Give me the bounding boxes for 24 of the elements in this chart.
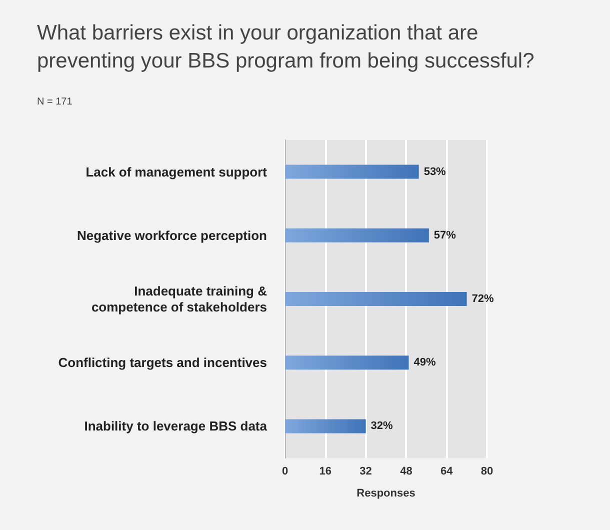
text: N = 171 [37, 96, 73, 108]
y-tick-label: Negative workforce perception [77, 228, 268, 243]
x-tick-label: 48 [400, 466, 412, 478]
bar [285, 419, 366, 434]
y-tick-label: Conflicting targets and incentives [58, 355, 267, 370]
data-label: 32% [370, 420, 394, 432]
x-tick-label: 0 [282, 466, 288, 478]
x-tick-label: 80 [480, 466, 494, 478]
bar [285, 228, 429, 242]
data-label: 49% [414, 356, 436, 369]
x-tick-label: 32 [360, 466, 372, 478]
bar [285, 292, 467, 306]
x-tick-label: 16 [319, 466, 332, 478]
bar [285, 164, 419, 179]
data-label: 72% [472, 293, 494, 305]
data-label: 57% [434, 229, 456, 242]
x-axis-title: Responses [356, 488, 416, 500]
data-label: 53% [424, 166, 446, 178]
chart-title: What barriers exist in your organization that are preventing your BBS program from being successful? [37, 22, 534, 72]
bar [285, 356, 409, 370]
y-tick-label: Inability to leverage BBS data [84, 418, 268, 434]
y-tick-label: Lack of management support [86, 164, 268, 180]
x-tick-label: 64 [440, 466, 454, 478]
y-tick-label: Inadequate training & competence of stakeholders [91, 284, 267, 314]
